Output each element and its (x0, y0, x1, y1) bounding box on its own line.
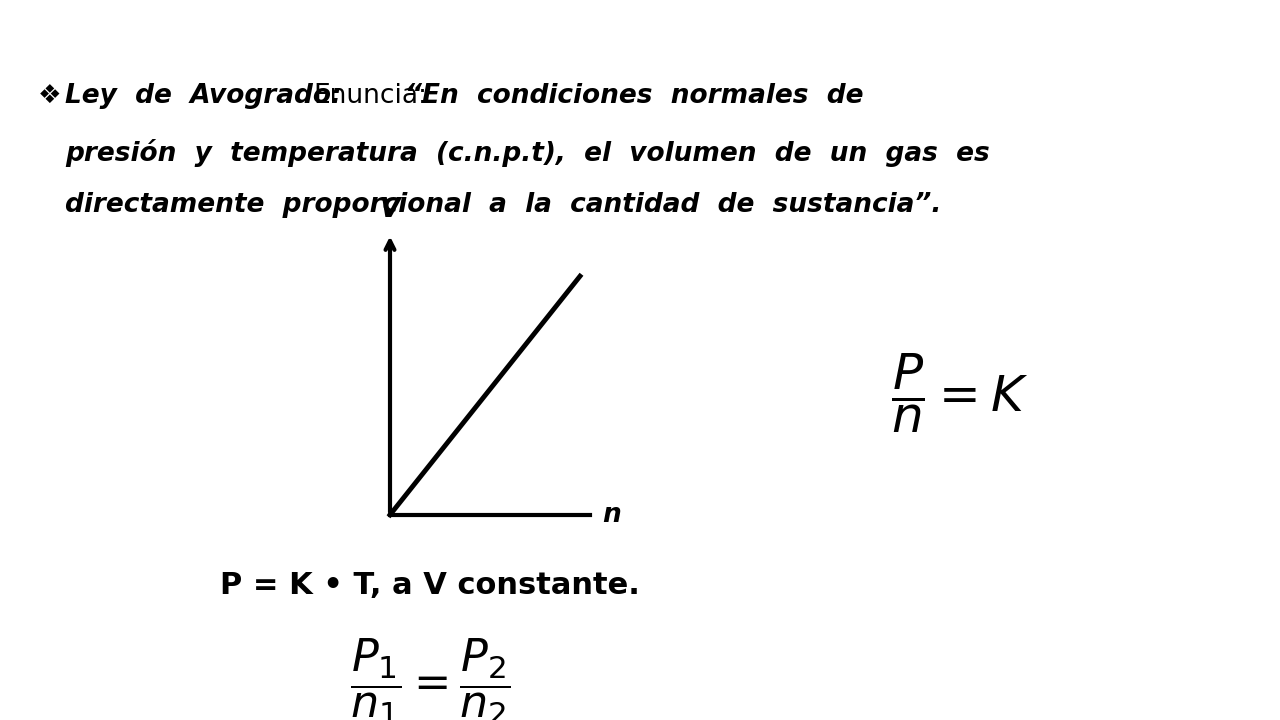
Text: $\dfrac{P}{n} = K$: $\dfrac{P}{n} = K$ (891, 351, 1029, 435)
Text: n: n (602, 502, 621, 528)
Text: ❖: ❖ (38, 84, 61, 109)
Text: CIENCIAS QUÍMICA  Estequiometria y gases: CIENCIAS QUÍMICA Estequiometria y gases (474, 5, 806, 23)
Text: “En  condiciones  normales  de: “En condiciones normales de (404, 84, 864, 109)
Text: $\dfrac{P_1}{n_1} = \dfrac{P_2}{n_2}$: $\dfrac{P_1}{n_1} = \dfrac{P_2}{n_2}$ (349, 636, 511, 720)
Text: P = K • T, a V constante.: P = K • T, a V constante. (220, 571, 640, 600)
Text: directamente  proporcional  a  la  cantidad  de  sustancia”.: directamente proporcional a la cantidad … (65, 192, 941, 218)
Text: Enuncia:: Enuncia: (314, 84, 428, 109)
Text: presión  y  temperatura  (c.n.p.t),  el  volumen  de  un  gas  es: presión y temperatura (c.n.p.t), el volu… (65, 139, 989, 167)
Text: Ley  de  Avogrado:: Ley de Avogrado: (65, 84, 342, 109)
Text: V: V (380, 197, 401, 223)
